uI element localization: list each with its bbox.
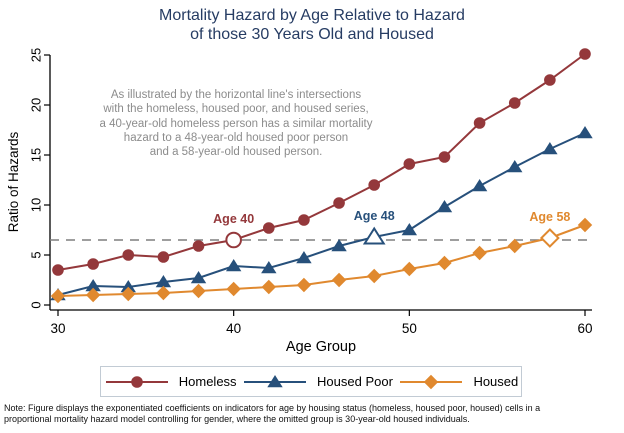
data-point-marker [544,74,556,86]
annotation-text: As illustrated by the horizontal line's … [56,88,416,159]
homeless-line-marker-icon [105,375,168,388]
data-point-marker [403,158,416,170]
data-point-marker [472,245,487,261]
x-tick-label: 60 [577,321,592,336]
data-point-marker [402,261,417,277]
annotation-line: with the homeless, housed poor, and hous… [103,103,369,116]
x-tick-label: 50 [402,321,417,336]
callout-label-housed: Age 58 [529,210,570,224]
data-point-marker [298,214,310,226]
legend-item-housed: Housed [398,373,518,391]
legend-circle-marker-icon [130,375,143,388]
series-line-housed-poor [57,132,586,296]
data-point-marker [333,197,345,209]
chart-plot-area: 0 5 10 15 20 25 30 40 50 60 Age 40 Age 48 Age 58 [28,48,593,336]
data-point-marker [261,261,277,274]
legend: Homeless Housed Poor Housed [100,366,522,397]
data-point-marker [50,288,66,304]
data-point-marker [471,179,488,192]
y-axis-title: Ratio of Hazards [6,131,21,233]
y-tick-label: 15 [28,148,43,162]
data-point-marker [438,151,451,163]
data-point-marker [191,283,206,299]
data-point-marker [436,200,453,213]
data-point-marker [156,285,171,301]
y-tick-label: 25 [28,48,43,62]
x-tick-label: 30 [50,321,65,336]
x-axis-title: Age Group [285,339,357,355]
callout-label-housed-poor: Age 48 [354,209,395,223]
chart-title-line1: Mortality Hazard by Age Relative to Haza… [159,7,465,24]
series-line-homeless [57,53,586,271]
data-point-marker [508,97,521,109]
legend-item-homeless: Homeless [104,373,237,391]
data-point-marker [192,240,205,252]
open-marker-housed-poor [362,226,386,245]
y-tick-label: 10 [28,198,43,212]
data-point-marker [226,281,241,297]
data-point-marker [437,255,452,271]
legend-item-housed-poor: Housed Poor [242,373,393,391]
note-line2: proportional mortality hazard model cont… [4,413,470,424]
legend-label: Housed [473,374,519,389]
data-point-marker [331,272,347,288]
data-point-marker [190,271,207,284]
housed-line-marker-icon [400,374,463,389]
series-line-housed [57,224,586,297]
x-tick-label: 40 [226,321,241,336]
data-point-marker [296,251,312,264]
data-point-marker [121,286,136,302]
legend-label: Housed Poor [317,374,393,389]
open-marker-housed [539,228,560,248]
legend-label: Homeless [178,374,237,389]
data-point-marker [577,126,593,139]
annotation-line: As illustrated by the horizontal line's … [110,89,362,101]
chart-title-line2: of those 30 Years Old and Housed [190,25,434,43]
data-point-marker [507,160,523,173]
annotation-line: a 40-year-old homeless person has a simi… [99,117,373,130]
data-point-marker [225,259,242,272]
data-point-marker [296,277,312,293]
data-point-marker [87,258,99,270]
data-point-marker [473,117,486,129]
data-point-marker [52,264,64,276]
data-point-marker [331,239,347,252]
data-point-marker [85,287,101,303]
data-point-marker [263,222,275,234]
data-point-marker [157,251,170,263]
y-tick-label: 5 [28,251,43,258]
data-point-marker [579,48,591,60]
legend-triangle-marker-icon [267,374,283,387]
data-point-marker [122,249,135,261]
y-tick-label: 20 [28,98,43,112]
data-point-marker [542,142,558,155]
open-marker-homeless [225,231,242,249]
data-point-marker [261,279,277,295]
data-point-marker [577,217,593,233]
data-point-marker [401,223,418,236]
housed-poor-line-marker-icon [244,374,307,387]
annotation-line: hazard to a 48-year-old housed poor pers… [123,131,349,144]
figure-note: Note: Figure displays the exponentiated … [4,403,620,425]
note-line1: Note: Figure displays the exponentiated … [4,403,541,413]
data-point-marker [368,179,381,191]
data-point-marker [507,238,522,254]
callout-label-homeless: Age 40 [213,212,254,226]
y-tick-label: 0 [28,301,43,308]
annotation-line: and a 58-year-old housed person. [149,146,323,159]
data-point-marker [366,268,382,284]
chart-title: Mortality Hazard by Age Relative to Haza… [0,7,624,44]
legend-diamond-marker-icon [424,374,439,389]
